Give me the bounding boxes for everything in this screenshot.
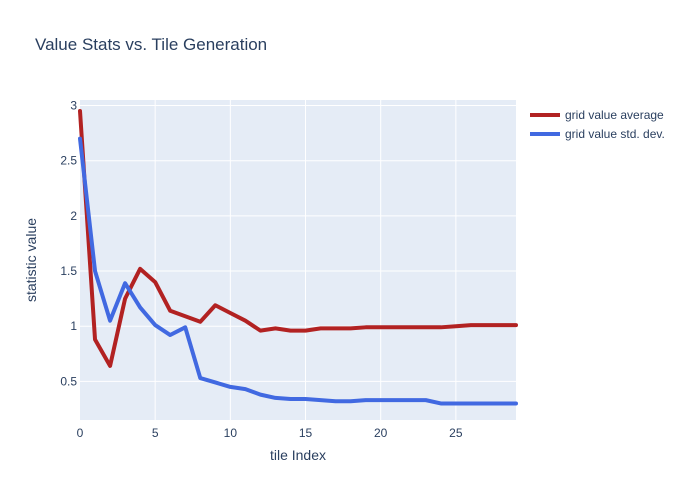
x-axis-ticks: 0 5 10 15 20 25: [77, 426, 463, 440]
legend-item-1[interactable]: grid value average: [530, 108, 664, 122]
y-tick-label: 2.5: [60, 154, 77, 168]
y-tick-label: 0.5: [60, 374, 77, 388]
y-axis-ticks: 0.5 1 1.5 2 2.5 3: [60, 99, 77, 389]
grid-lines: [80, 100, 516, 420]
plot-area: [80, 100, 516, 420]
y-tick-label: 3: [70, 99, 77, 113]
series-line-1[interactable]: [78, 109, 518, 368]
legend[interactable]: grid value average grid value std. dev.: [530, 108, 665, 141]
legend-item-2[interactable]: grid value std. dev.: [530, 127, 665, 141]
x-tick-label: 20: [374, 426, 388, 440]
y-tick-label: 1: [70, 319, 77, 333]
x-tick-label: 0: [77, 426, 84, 440]
series-line-2[interactable]: [78, 136, 518, 406]
x-axis-label: tile Index: [270, 447, 326, 463]
x-tick-label: 25: [449, 426, 463, 440]
legend-label: grid value average: [565, 108, 664, 122]
y-tick-label: 1.5: [60, 264, 77, 278]
series-layer: [78, 109, 518, 406]
x-tick-label: 15: [299, 426, 313, 440]
y-axis-label: statistic value: [23, 218, 39, 302]
legend-label: grid value std. dev.: [565, 127, 665, 141]
chart-title: Value Stats vs. Tile Generation: [35, 35, 267, 54]
x-tick-label: 5: [152, 426, 159, 440]
x-tick-label: 10: [224, 426, 238, 440]
y-tick-label: 2: [70, 209, 77, 223]
